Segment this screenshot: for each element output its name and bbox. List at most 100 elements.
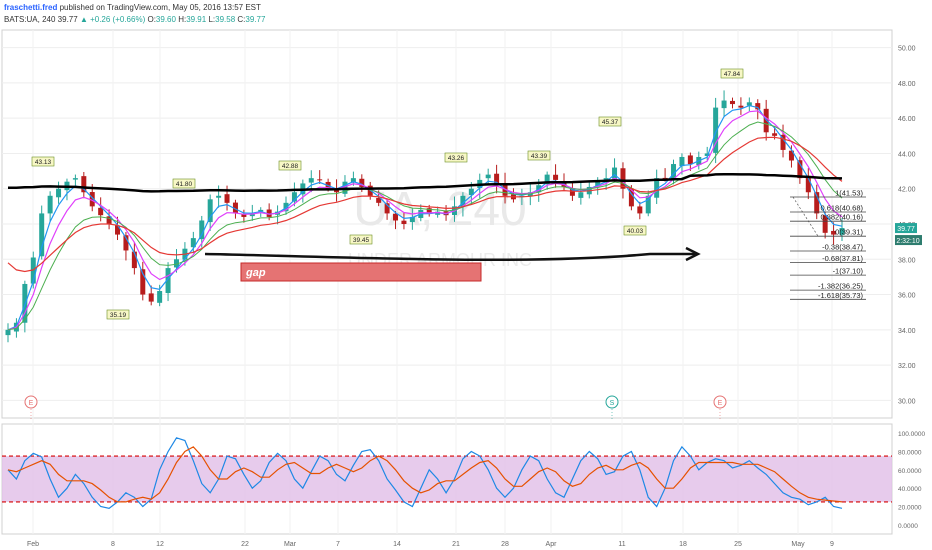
candle <box>654 169 660 204</box>
candle <box>106 209 112 230</box>
candle-body <box>384 203 390 214</box>
candle-body <box>485 174 491 179</box>
candle <box>679 153 685 175</box>
stoch-d-line <box>7 446 843 503</box>
candle <box>578 181 584 205</box>
fibonacci-extension: 1(41.53) 0.618(40.68)0.382(40.16) 0(39.31)… <box>790 189 866 300</box>
candle <box>165 262 171 302</box>
x-tick-label: 7 <box>336 541 340 548</box>
candle-body <box>704 153 710 156</box>
y-tick-label: 36.00 <box>898 293 916 300</box>
fib-level-label: -0.68(37.81) <box>822 254 863 263</box>
candle-body <box>738 105 744 108</box>
candle <box>241 209 247 223</box>
price-callout: 39.45 <box>349 234 373 245</box>
author-link[interactable]: fraschetti.fred <box>4 3 58 12</box>
candle <box>115 216 121 241</box>
event-marker-circle <box>605 395 619 409</box>
y-tick-label: 30.00 <box>898 398 916 405</box>
candle <box>72 174 78 186</box>
candle-body <box>780 134 786 150</box>
candle <box>805 168 811 200</box>
candle <box>140 261 146 301</box>
candle-body <box>148 293 154 302</box>
candle-body <box>713 107 719 153</box>
x-tick-label: 12 <box>156 541 164 548</box>
candle-body <box>30 257 36 284</box>
ema-green-line <box>7 121 843 331</box>
candle <box>5 323 11 343</box>
x-tick-label: Mar <box>284 541 297 548</box>
candle-body <box>637 206 643 214</box>
candle-body <box>89 192 95 207</box>
candle <box>738 97 744 115</box>
fib-level-label: 1(41.53) <box>835 189 863 198</box>
price-callout-box <box>527 150 551 161</box>
candle-body <box>39 213 45 257</box>
candle-body <box>831 230 837 235</box>
candle <box>393 211 399 230</box>
candle-body <box>283 202 289 212</box>
candle <box>704 146 710 161</box>
price-callout: 40.03 <box>623 225 647 236</box>
price-callout-text: 39.45 <box>353 237 370 244</box>
long-ma-line <box>7 173 843 193</box>
price-callout: 35.19 <box>106 309 130 320</box>
x-tick-label: 18 <box>679 541 687 548</box>
price-callout: 41.80 <box>172 178 196 189</box>
x-tick-label: 9 <box>830 541 834 548</box>
candle-body <box>72 178 78 180</box>
candle-body <box>687 155 693 165</box>
low-label: L: <box>208 15 216 24</box>
candle-body <box>131 251 137 269</box>
fib-level-label: -1(37.10) <box>833 267 864 276</box>
close-value: 39.77 <box>245 15 266 24</box>
y-tick-label: 48.00 <box>898 81 916 88</box>
candle <box>56 181 62 204</box>
y-tick-label: 34.00 <box>898 328 916 335</box>
event-marker-text: E <box>29 400 34 407</box>
y-tick-label: 50.00 <box>898 46 916 53</box>
candle-body <box>755 103 761 110</box>
publish-line: fraschetti.fred published on TradingView… <box>4 3 261 13</box>
osc-y-tick-label: 0.0000 <box>898 523 918 530</box>
candle-body <box>612 167 618 179</box>
candle <box>384 199 390 220</box>
candle-body <box>839 228 845 235</box>
candle-body <box>679 156 685 167</box>
candle <box>645 190 651 217</box>
candle-body <box>393 213 399 221</box>
candle-body <box>814 192 820 214</box>
candle-body <box>729 100 735 105</box>
candle <box>755 99 761 120</box>
price-callout-box <box>31 156 55 167</box>
candle <box>485 168 491 185</box>
trend-arrow-head <box>685 246 701 262</box>
candle-body <box>5 329 11 336</box>
last-price-tag <box>895 223 917 234</box>
x-tick-label: 11 <box>618 541 625 548</box>
candle-body <box>721 100 727 109</box>
price-callout-text: 40.03 <box>627 228 644 235</box>
event-marker: E <box>24 395 38 420</box>
fib-level-label: 0.618(40.68) <box>820 204 863 213</box>
price-callout: 43.13 <box>31 156 55 167</box>
candle-body <box>494 173 500 184</box>
candle-body <box>241 214 247 217</box>
candle <box>831 222 837 245</box>
candle-body <box>308 178 314 183</box>
price-callout-box <box>623 225 647 236</box>
price-callout-text: 41.80 <box>176 181 193 188</box>
price-callout-box <box>444 152 468 163</box>
fib-level-label: -1.382(36.25) <box>818 282 864 291</box>
x-tick-label: Apr <box>546 541 558 548</box>
candle <box>814 184 820 220</box>
ema-mid-line <box>7 110 843 331</box>
fib-level-label: -1.618(35.73) <box>818 291 864 300</box>
candle-body <box>199 220 205 240</box>
countdown-tag-text: 2:32:10 <box>896 238 919 245</box>
price-callout: 45.37 <box>598 116 622 127</box>
candle-body <box>595 181 601 187</box>
candle-body <box>645 195 651 214</box>
